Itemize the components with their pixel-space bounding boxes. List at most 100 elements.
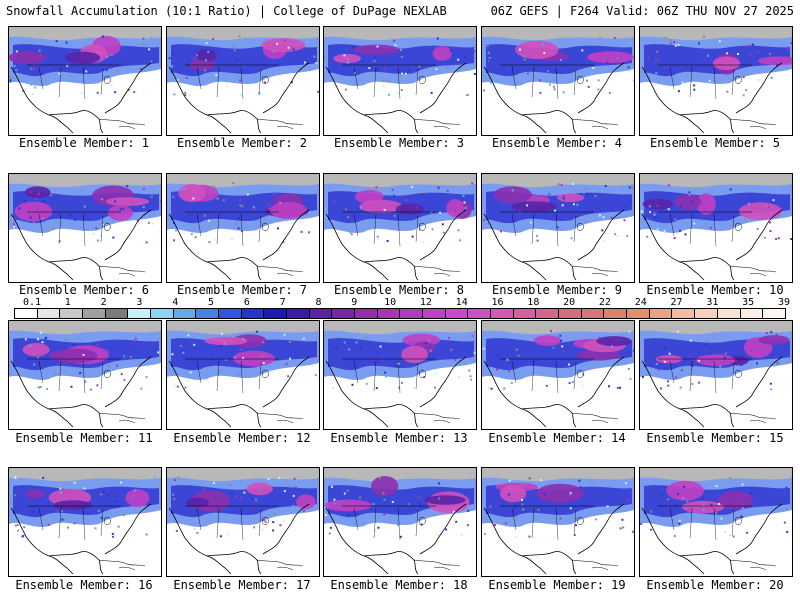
colorbar-segment xyxy=(627,309,650,318)
colorbar-segment xyxy=(559,309,582,318)
colorbar-tick-label: 9 xyxy=(351,297,358,308)
snowfall-map xyxy=(9,27,161,134)
snowfall-map xyxy=(167,27,319,134)
colorbar-segment xyxy=(196,309,220,318)
colorbar-segment xyxy=(717,309,741,318)
ensemble-panel-13 xyxy=(323,320,477,430)
colorbar-tick-label: 5 xyxy=(208,297,215,308)
ensemble-member-label: Ensemble Member: 1 xyxy=(18,136,150,150)
colorbar-segment xyxy=(128,309,152,318)
colorbar-tick-label: 2 xyxy=(100,297,107,308)
colorbar-segment xyxy=(219,309,242,318)
colorbar-segment xyxy=(309,309,333,318)
colorbar-segment xyxy=(513,309,537,318)
snowfall-map xyxy=(640,321,792,428)
colorbar-tick-label: 16 xyxy=(491,297,504,308)
ensemble-member-label: Ensemble Member: 19 xyxy=(488,578,626,592)
colorbar-segment xyxy=(83,309,106,318)
ensemble-panel-10 xyxy=(639,173,793,283)
colorbar-segment xyxy=(60,309,84,318)
colorbar-tick-label: 8 xyxy=(315,297,322,308)
colorbar-segment xyxy=(536,309,560,318)
colorbar-segment xyxy=(105,309,129,318)
colorbar-segment xyxy=(672,309,696,318)
snowfall-map xyxy=(167,174,319,281)
ensemble-member-label: Ensemble Member: 9 xyxy=(491,283,623,297)
ensemble-panel-11 xyxy=(8,320,162,430)
colorbar-tick-label: 10 xyxy=(384,297,397,308)
colorbar-tick-label: 6 xyxy=(243,297,250,308)
snowfall-map xyxy=(167,321,319,428)
ensemble-member-label: Ensemble Member: 11 xyxy=(15,431,153,445)
colorbar-tick-label: 27 xyxy=(670,297,683,308)
colorbar-tick-label: 14 xyxy=(455,297,468,308)
snowfall-map xyxy=(640,174,792,281)
colorbar-segment xyxy=(468,309,492,318)
colorbar-tick-label: 39 xyxy=(777,297,791,308)
colorbar-segment xyxy=(581,309,605,318)
colorbar-tick-label: 0.1 xyxy=(22,297,42,308)
colorbar-segment xyxy=(423,309,446,318)
ensemble-panel-18 xyxy=(323,467,477,577)
colorbar-tick-label: 3 xyxy=(136,297,143,308)
colorbar-segment xyxy=(151,309,174,318)
ensemble-panel-14 xyxy=(481,320,635,430)
snowfall-map xyxy=(324,174,476,281)
snowfall-map xyxy=(9,174,161,281)
colorbar xyxy=(14,308,786,319)
model-run-info: 06Z GEFS | F264 Valid: 06Z THU NOV 27 20… xyxy=(490,4,794,18)
colorbar-segment xyxy=(264,309,288,318)
ensemble-panel-16 xyxy=(8,467,162,577)
snowfall-map xyxy=(324,321,476,428)
colorbar-segment xyxy=(37,309,61,318)
colorbar-segment xyxy=(15,309,38,318)
snowfall-map xyxy=(640,27,792,134)
ensemble-panel-7 xyxy=(166,173,320,283)
colorbar-tick-label: 24 xyxy=(634,297,647,308)
snowfall-map xyxy=(9,468,161,575)
ensemble-member-label: Ensemble Member: 20 xyxy=(646,578,784,592)
ensemble-member-label: Ensemble Member: 5 xyxy=(649,136,781,150)
ensemble-panel-2 xyxy=(166,26,320,136)
colorbar-segment xyxy=(173,309,197,318)
colorbar-segment xyxy=(241,309,265,318)
snowfall-map xyxy=(482,174,634,281)
ensemble-member-label: Ensemble Member: 12 xyxy=(173,431,311,445)
ensemble-panel-1 xyxy=(8,26,162,136)
ensemble-member-label: Ensemble Member: 18 xyxy=(330,578,468,592)
ensemble-member-label: Ensemble Member: 4 xyxy=(491,136,623,150)
colorbar-tick-label: 22 xyxy=(598,297,611,308)
colorbar-segment xyxy=(740,309,764,318)
colorbar-tick-label: 20 xyxy=(563,297,576,308)
ensemble-member-label: Ensemble Member: 16 xyxy=(15,578,153,592)
ensemble-member-label: Ensemble Member: 10 xyxy=(646,283,784,297)
snowfall-map xyxy=(482,27,634,134)
colorbar-segment xyxy=(763,309,785,318)
snowfall-map xyxy=(324,468,476,575)
colorbar-segment xyxy=(695,309,718,318)
ensemble-panel-5 xyxy=(639,26,793,136)
colorbar-tick-label: 12 xyxy=(419,297,432,308)
ensemble-panel-20 xyxy=(639,467,793,577)
colorbar-segment xyxy=(287,309,310,318)
ensemble-member-label: Ensemble Member: 7 xyxy=(176,283,308,297)
colorbar-segment xyxy=(332,309,356,318)
snowfall-map xyxy=(9,321,161,428)
colorbar-segment xyxy=(491,309,514,318)
ensemble-panel-12 xyxy=(166,320,320,430)
snowfall-map xyxy=(640,468,792,575)
colorbar-tick-label: 35 xyxy=(742,297,755,308)
colorbar-tick-label: 1 xyxy=(64,297,71,308)
colorbar-segment xyxy=(400,309,424,318)
colorbar-segment xyxy=(445,309,469,318)
map-title: Snowfall Accumulation (10:1 Ratio) | Col… xyxy=(6,4,447,18)
ensemble-member-label: Ensemble Member: 13 xyxy=(330,431,468,445)
colorbar-segment xyxy=(604,309,628,318)
colorbar-segment xyxy=(377,309,401,318)
ensemble-panel-6 xyxy=(8,173,162,283)
ensemble-member-label: Ensemble Member: 3 xyxy=(333,136,465,150)
ensemble-panel-8 xyxy=(323,173,477,283)
snowfall-map xyxy=(167,468,319,575)
ensemble-member-label: Ensemble Member: 6 xyxy=(18,283,150,297)
colorbar-tick-label: 4 xyxy=(172,297,179,308)
